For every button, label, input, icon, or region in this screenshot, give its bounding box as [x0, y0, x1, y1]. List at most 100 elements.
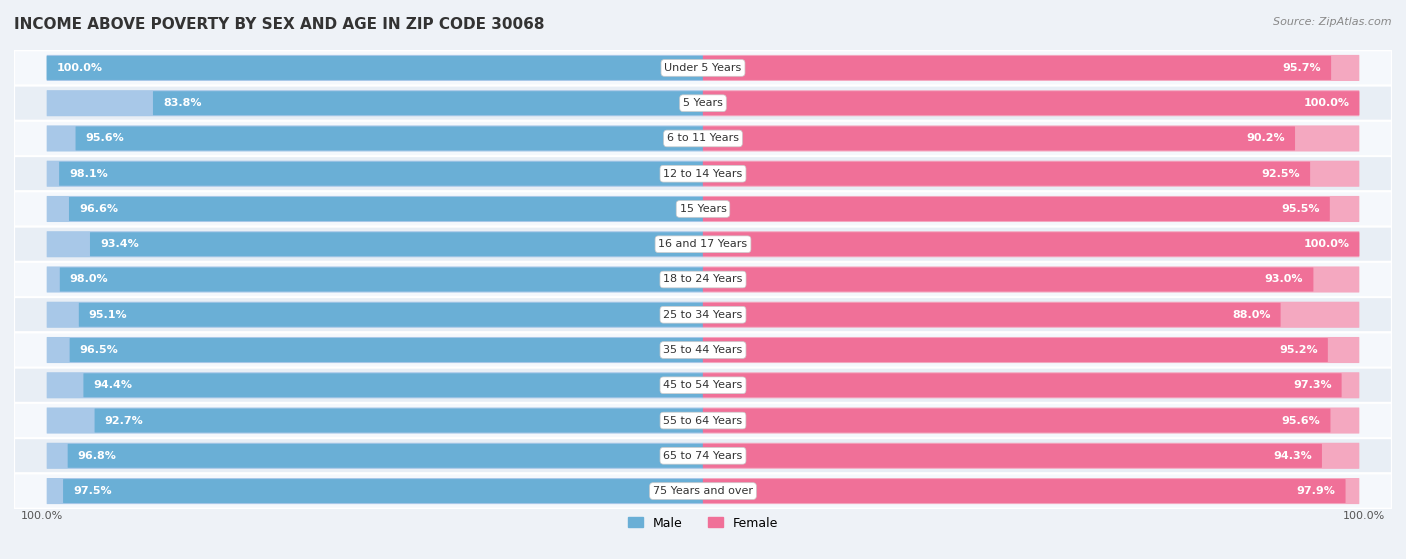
- FancyBboxPatch shape: [46, 302, 703, 328]
- Text: 96.8%: 96.8%: [77, 451, 117, 461]
- FancyBboxPatch shape: [703, 56, 1331, 80]
- Text: 83.8%: 83.8%: [163, 98, 201, 108]
- Text: 100.0%: 100.0%: [1303, 98, 1350, 108]
- FancyBboxPatch shape: [703, 338, 1327, 362]
- FancyBboxPatch shape: [703, 268, 1313, 291]
- FancyBboxPatch shape: [46, 196, 703, 222]
- FancyBboxPatch shape: [14, 191, 1392, 226]
- FancyBboxPatch shape: [67, 444, 703, 468]
- FancyBboxPatch shape: [14, 262, 1392, 297]
- FancyBboxPatch shape: [703, 373, 1341, 397]
- Text: 88.0%: 88.0%: [1232, 310, 1271, 320]
- Text: 97.9%: 97.9%: [1296, 486, 1336, 496]
- Text: 75 Years and over: 75 Years and over: [652, 486, 754, 496]
- FancyBboxPatch shape: [46, 56, 703, 80]
- Text: 95.6%: 95.6%: [1282, 415, 1320, 425]
- FancyBboxPatch shape: [46, 125, 703, 151]
- FancyBboxPatch shape: [703, 55, 1360, 81]
- FancyBboxPatch shape: [46, 408, 703, 434]
- Text: 96.6%: 96.6%: [79, 204, 118, 214]
- Text: 16 and 17 Years: 16 and 17 Years: [658, 239, 748, 249]
- FancyBboxPatch shape: [703, 232, 1360, 256]
- FancyBboxPatch shape: [703, 196, 1360, 222]
- FancyBboxPatch shape: [14, 403, 1392, 438]
- FancyBboxPatch shape: [14, 121, 1392, 156]
- FancyBboxPatch shape: [94, 409, 703, 433]
- FancyBboxPatch shape: [46, 478, 703, 504]
- FancyBboxPatch shape: [703, 444, 1322, 468]
- Text: 100.0%: 100.0%: [56, 63, 103, 73]
- Text: INCOME ABOVE POVERTY BY SEX AND AGE IN ZIP CODE 30068: INCOME ABOVE POVERTY BY SEX AND AGE IN Z…: [14, 17, 544, 32]
- FancyBboxPatch shape: [14, 226, 1392, 262]
- FancyBboxPatch shape: [46, 372, 703, 399]
- FancyBboxPatch shape: [14, 156, 1392, 191]
- FancyBboxPatch shape: [703, 479, 1346, 503]
- FancyBboxPatch shape: [14, 473, 1392, 509]
- Text: 98.1%: 98.1%: [69, 169, 108, 179]
- FancyBboxPatch shape: [46, 443, 703, 469]
- Text: 95.1%: 95.1%: [89, 310, 128, 320]
- Text: 100.0%: 100.0%: [1343, 511, 1385, 522]
- Text: 25 to 34 Years: 25 to 34 Years: [664, 310, 742, 320]
- FancyBboxPatch shape: [70, 338, 703, 362]
- FancyBboxPatch shape: [703, 337, 1360, 363]
- FancyBboxPatch shape: [703, 372, 1360, 399]
- Text: 97.3%: 97.3%: [1294, 380, 1331, 390]
- FancyBboxPatch shape: [703, 91, 1360, 115]
- FancyBboxPatch shape: [703, 125, 1360, 151]
- Text: 100.0%: 100.0%: [21, 511, 63, 522]
- FancyBboxPatch shape: [76, 126, 703, 150]
- Text: 95.7%: 95.7%: [1282, 63, 1322, 73]
- FancyBboxPatch shape: [14, 333, 1392, 368]
- FancyBboxPatch shape: [703, 126, 1295, 150]
- FancyBboxPatch shape: [703, 443, 1360, 469]
- Legend: Male, Female: Male, Female: [623, 511, 783, 534]
- FancyBboxPatch shape: [14, 368, 1392, 403]
- Text: 95.6%: 95.6%: [86, 134, 124, 144]
- Text: 90.2%: 90.2%: [1246, 134, 1285, 144]
- FancyBboxPatch shape: [46, 231, 703, 257]
- Text: 5 Years: 5 Years: [683, 98, 723, 108]
- FancyBboxPatch shape: [703, 409, 1330, 433]
- FancyBboxPatch shape: [63, 479, 703, 503]
- FancyBboxPatch shape: [59, 162, 703, 186]
- FancyBboxPatch shape: [703, 478, 1360, 504]
- FancyBboxPatch shape: [703, 160, 1360, 187]
- FancyBboxPatch shape: [703, 302, 1360, 328]
- FancyBboxPatch shape: [46, 90, 703, 116]
- FancyBboxPatch shape: [60, 268, 703, 291]
- FancyBboxPatch shape: [703, 267, 1360, 292]
- Text: 15 Years: 15 Years: [679, 204, 727, 214]
- Text: 100.0%: 100.0%: [1303, 239, 1350, 249]
- FancyBboxPatch shape: [46, 337, 703, 363]
- FancyBboxPatch shape: [14, 438, 1392, 473]
- FancyBboxPatch shape: [703, 90, 1360, 116]
- FancyBboxPatch shape: [69, 197, 703, 221]
- Text: 96.5%: 96.5%: [80, 345, 118, 355]
- Text: 45 to 54 Years: 45 to 54 Years: [664, 380, 742, 390]
- Text: 12 to 14 Years: 12 to 14 Years: [664, 169, 742, 179]
- FancyBboxPatch shape: [14, 50, 1392, 86]
- Text: Source: ZipAtlas.com: Source: ZipAtlas.com: [1274, 17, 1392, 27]
- Text: 92.7%: 92.7%: [104, 415, 143, 425]
- Text: 55 to 64 Years: 55 to 64 Years: [664, 415, 742, 425]
- FancyBboxPatch shape: [83, 373, 703, 397]
- Text: 92.5%: 92.5%: [1261, 169, 1301, 179]
- Text: 6 to 11 Years: 6 to 11 Years: [666, 134, 740, 144]
- FancyBboxPatch shape: [153, 91, 703, 115]
- Text: 94.4%: 94.4%: [93, 380, 132, 390]
- Text: 93.0%: 93.0%: [1265, 274, 1303, 285]
- Text: 65 to 74 Years: 65 to 74 Years: [664, 451, 742, 461]
- FancyBboxPatch shape: [90, 232, 703, 256]
- Text: 97.5%: 97.5%: [73, 486, 111, 496]
- FancyBboxPatch shape: [14, 86, 1392, 121]
- Text: 95.2%: 95.2%: [1279, 345, 1317, 355]
- Text: 18 to 24 Years: 18 to 24 Years: [664, 274, 742, 285]
- FancyBboxPatch shape: [46, 160, 703, 187]
- FancyBboxPatch shape: [703, 231, 1360, 257]
- FancyBboxPatch shape: [703, 197, 1330, 221]
- Text: 35 to 44 Years: 35 to 44 Years: [664, 345, 742, 355]
- FancyBboxPatch shape: [14, 297, 1392, 333]
- FancyBboxPatch shape: [46, 267, 703, 292]
- FancyBboxPatch shape: [703, 303, 1281, 327]
